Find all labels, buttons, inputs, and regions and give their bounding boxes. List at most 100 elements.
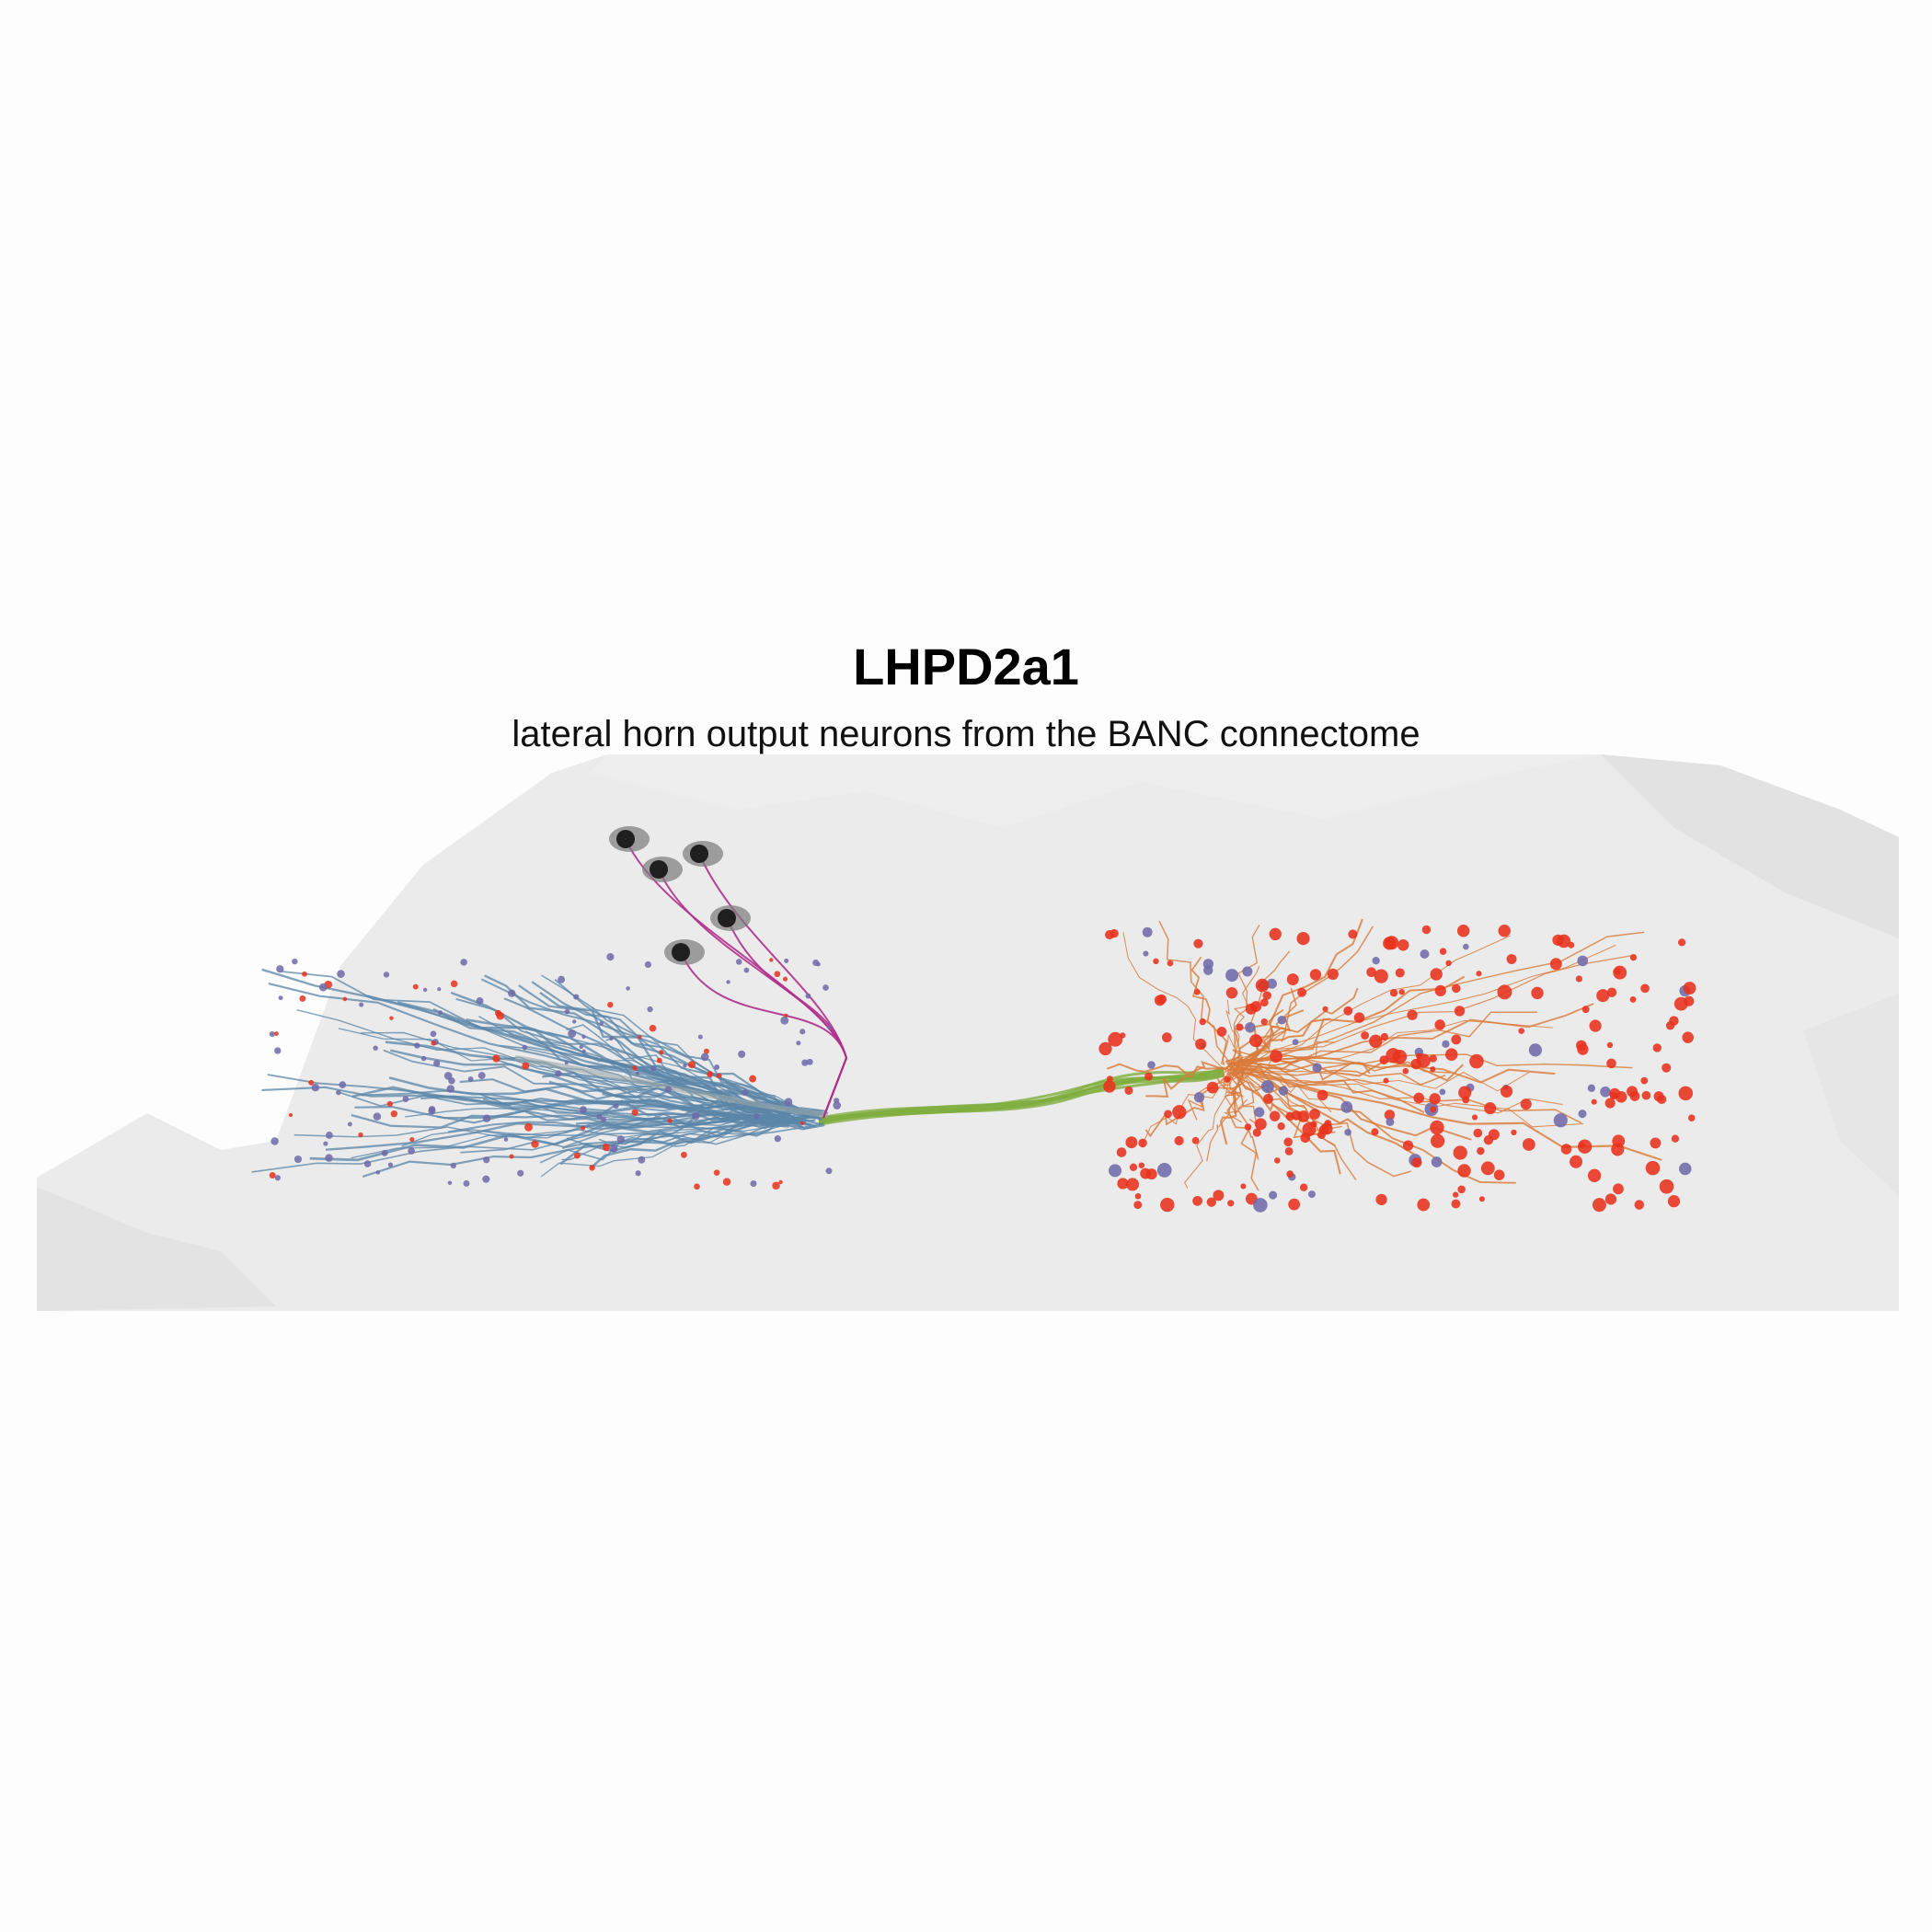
synapse: [463, 1179, 470, 1187]
synapse: [1640, 983, 1650, 994]
synapse: [1612, 1134, 1626, 1148]
synapse: [1634, 1200, 1645, 1210]
synapse: [1300, 1133, 1311, 1144]
synapse: [1309, 1109, 1320, 1120]
synapse: [1348, 929, 1358, 939]
synapse: [1277, 1015, 1287, 1025]
synapse: [1444, 1048, 1458, 1061]
synapse: [650, 1065, 657, 1072]
synapse: [1213, 1190, 1225, 1202]
synapse: [1411, 1157, 1422, 1168]
synapse: [1160, 1197, 1175, 1213]
synapse: [1614, 968, 1621, 975]
synapse: [492, 1054, 500, 1063]
synapse: [644, 960, 652, 969]
synapse: [420, 1055, 427, 1062]
synapse: [799, 1121, 805, 1125]
synapse: [363, 1160, 372, 1167]
synapse: [1629, 996, 1637, 1003]
synapse: [1253, 1198, 1268, 1213]
synapse: [1413, 1092, 1425, 1104]
synapse: [1606, 1041, 1614, 1049]
synapse: [524, 1122, 533, 1132]
dendrite-branch: [539, 991, 775, 1128]
synapse: [1317, 1089, 1328, 1101]
synapse: [667, 1118, 673, 1123]
synapse: [806, 1058, 813, 1065]
synapse: [1322, 1006, 1328, 1012]
synapse: [1451, 1034, 1462, 1045]
synapse: [827, 1025, 832, 1030]
synapse: [422, 987, 428, 993]
synapse: [1591, 1098, 1597, 1105]
synapse: [1429, 1093, 1441, 1105]
neuron-rendering-svg: [37, 754, 1899, 1311]
synapse: [508, 989, 516, 997]
synapse: [1531, 986, 1544, 1000]
synapse: [1324, 1120, 1332, 1128]
synapse: [1445, 960, 1452, 967]
synapse: [638, 1035, 642, 1040]
synapse: [581, 1034, 586, 1040]
synapse: [616, 1135, 625, 1144]
synapse: [1452, 1191, 1459, 1198]
synapse: [522, 1062, 530, 1070]
synapse: [1291, 1110, 1302, 1121]
synapse: [1269, 1190, 1278, 1200]
synapse: [742, 1089, 749, 1097]
synapse: [1439, 948, 1447, 955]
synapse: [1430, 1106, 1437, 1113]
synapse: [1202, 965, 1213, 975]
synapse: [1430, 1120, 1444, 1135]
synapse: [1312, 1063, 1322, 1073]
synapse: [1434, 1019, 1445, 1030]
synapse: [1098, 1041, 1112, 1056]
synapse: [325, 1132, 333, 1139]
synapse: [292, 958, 298, 965]
synapse: [581, 1049, 586, 1053]
synapse: [1645, 1160, 1661, 1176]
synapse: [599, 1021, 604, 1026]
synapse: [342, 996, 348, 1002]
synapse: [738, 1050, 746, 1058]
synapse: [688, 1061, 696, 1069]
synapse: [1576, 1040, 1587, 1052]
synapse: [1454, 1006, 1466, 1017]
synapse: [269, 1171, 276, 1179]
synapse: [302, 971, 307, 977]
synapse: [1484, 1102, 1497, 1115]
synapse: [1560, 1144, 1572, 1155]
synapse: [750, 1180, 757, 1188]
synapse: [450, 980, 458, 988]
synapse: [656, 1057, 662, 1064]
axon-branch: [1237, 1009, 1305, 1064]
synapse: [1451, 1199, 1461, 1209]
synapse: [269, 1031, 275, 1038]
synapse: [1108, 1031, 1123, 1047]
synapse: [288, 1112, 293, 1118]
synapse: [1344, 1129, 1351, 1136]
synapse: [1498, 925, 1511, 937]
synapse: [1500, 1085, 1513, 1098]
primary-neurite: [818, 1067, 1225, 1120]
synapse: [1195, 1038, 1207, 1050]
axon-branch: [1145, 1060, 1234, 1098]
synapse: [1193, 1092, 1205, 1103]
synapse: [1606, 1058, 1616, 1069]
synapse: [1568, 941, 1575, 949]
synapse: [1375, 1193, 1387, 1206]
synapse: [609, 1144, 618, 1153]
synapse: [1665, 1021, 1675, 1030]
synapse: [1592, 1198, 1606, 1213]
synapse: [1142, 926, 1153, 937]
synapse: [714, 1064, 720, 1070]
synapse: [664, 1086, 673, 1093]
synapse: [1126, 1178, 1140, 1191]
synapse: [1557, 934, 1571, 949]
synapse: [1471, 1114, 1478, 1121]
axon-branch: [1228, 1073, 1258, 1126]
synapse: [772, 1181, 780, 1190]
figure-title: LHPD2a1: [853, 638, 1079, 696]
axon-branch: [1225, 944, 1616, 1062]
cell-body-fiber: [680, 951, 848, 1119]
